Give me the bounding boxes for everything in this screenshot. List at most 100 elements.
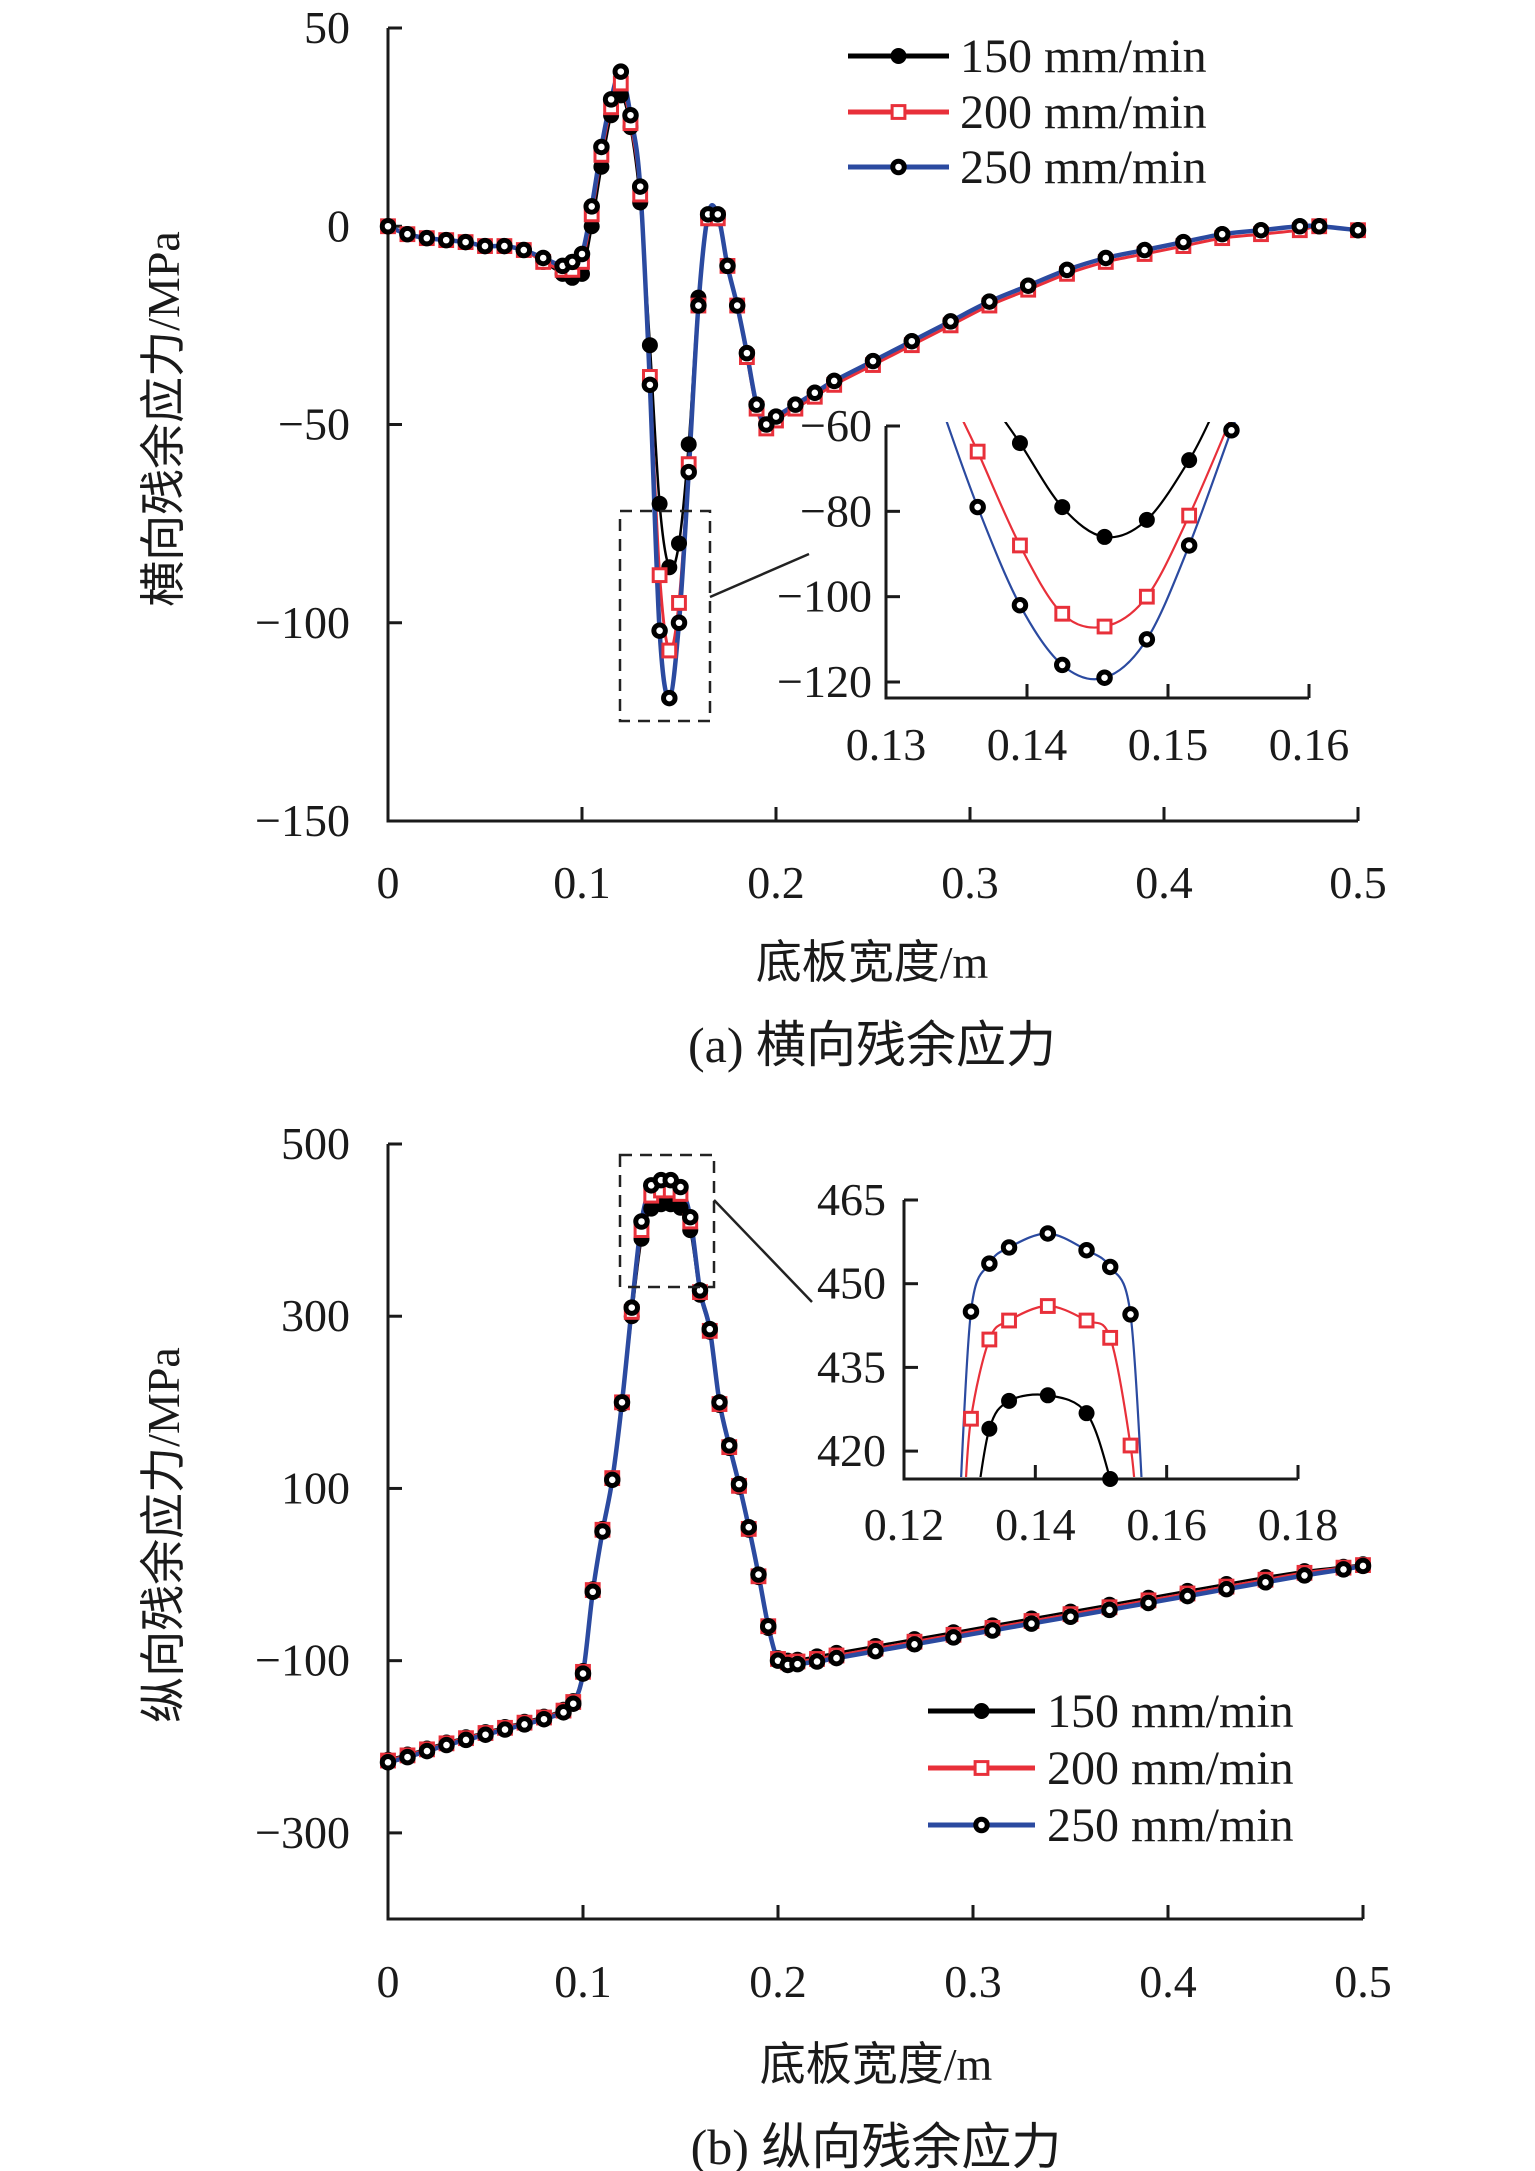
data-point — [701, 1320, 718, 1338]
data-point — [593, 138, 610, 156]
y-tick-label: 100 — [281, 1462, 350, 1513]
series-markers-150 — [380, 87, 1366, 576]
data-point — [555, 1704, 572, 1721]
inset-data-point — [1096, 669, 1113, 686]
data-point — [1218, 1580, 1235, 1598]
inset-data-point — [981, 1420, 998, 1437]
zoom-connector-line — [709, 552, 810, 599]
inset-x-tick-label: 0.16 — [1269, 719, 1350, 770]
zoom-connector-line — [713, 1199, 813, 1303]
inset-x-tick-label: 0.14 — [987, 719, 1068, 770]
inset-y-tick-label: −80 — [800, 485, 872, 536]
inset-data-point — [1096, 618, 1113, 635]
data-point — [738, 344, 756, 362]
inset-data-point — [1138, 588, 1155, 605]
data-point — [728, 297, 746, 314]
data-point — [418, 1742, 436, 1760]
y-tick-label: −50 — [278, 399, 350, 450]
axis-lines — [386, 28, 1358, 823]
inset-data-point — [1039, 1387, 1056, 1404]
data-point — [808, 1653, 826, 1670]
data-point — [760, 1617, 777, 1635]
data-point — [719, 257, 736, 275]
legend-label: 200 mm/min — [1047, 1742, 1294, 1795]
data-point — [379, 1754, 397, 1771]
legend-label: 250 mm/min — [1047, 1799, 1294, 1852]
inset-y-tick-label: −120 — [777, 656, 872, 707]
data-point — [787, 396, 804, 413]
inset-x-tick-label: 0.16 — [1126, 1499, 1207, 1550]
data-point — [438, 1736, 455, 1754]
data-point — [379, 218, 397, 235]
inset-series-markers-250 — [962, 1225, 1139, 1323]
data-point — [721, 1437, 738, 1454]
x-tick-label: 0 — [377, 1956, 400, 2007]
legend-marker-200 — [890, 104, 907, 120]
chart-transverse-stress: 50 0 −50 −100 −150 0 0.1 0.2 0.3 0.4 0.5 −60 −80 −100… — [138, 2, 1387, 1073]
inset-data-point — [1012, 537, 1028, 554]
inset-y-tick-label: −100 — [777, 571, 872, 622]
data-point — [399, 1748, 416, 1766]
inset-data-point — [1001, 1312, 1017, 1329]
legend-label: 250 mm/min — [960, 141, 1207, 194]
inset-data-point — [1181, 452, 1198, 469]
data-point — [981, 293, 998, 310]
x-tick-label: 0.2 — [749, 1956, 807, 2007]
data-point — [1296, 1567, 1313, 1584]
data-point — [477, 1726, 494, 1743]
data-point — [671, 595, 687, 611]
zoom-region-box — [618, 1153, 716, 1289]
data-point — [1062, 1608, 1079, 1625]
data-point — [748, 396, 765, 413]
data-point — [437, 231, 455, 249]
x-axis-label: 底板宽度/m — [756, 937, 989, 988]
data-point — [1023, 1615, 1040, 1632]
inset-x-tick-label: 0.12 — [864, 1499, 945, 1550]
inset-data-point — [1011, 596, 1029, 614]
inset-data-point — [1039, 1298, 1056, 1314]
x-tick-label: 0.1 — [553, 857, 611, 908]
inset-data-point — [1078, 1312, 1095, 1329]
inset-data-point — [1054, 499, 1071, 516]
data-point — [984, 1622, 1001, 1639]
inset-y-tick-label: −60 — [800, 400, 872, 451]
inset-data-point — [1223, 422, 1240, 439]
data-point — [633, 1213, 650, 1230]
inset-data-point — [1181, 507, 1198, 524]
inset-data-point — [1180, 537, 1198, 554]
inset-series-markers-250 — [969, 422, 1240, 686]
data-point — [476, 237, 494, 255]
data-point — [1179, 1587, 1196, 1605]
data-point — [583, 198, 600, 215]
inset-series-markers-150 — [1011, 435, 1198, 545]
data-point — [690, 297, 707, 314]
inset-data-point — [981, 1255, 998, 1272]
data-point — [906, 1636, 923, 1653]
data-point — [651, 622, 668, 639]
data-point — [534, 249, 552, 267]
inset-x-tick-label: 0.15 — [1128, 719, 1209, 770]
y-tick-label: −150 — [255, 795, 350, 846]
figure-caption: (a) 横向残余应力 — [688, 1017, 1056, 1073]
data-point — [1140, 1594, 1157, 1612]
inset-data-point — [1054, 605, 1071, 622]
y-tick-label: 300 — [281, 1290, 350, 1341]
inset-axis-lines — [884, 426, 1309, 700]
inset-series-markers-200 — [969, 443, 1198, 635]
x-tick-label: 0.2 — [747, 857, 805, 908]
x-tick-label: 0.3 — [944, 1956, 1002, 2007]
legend-marker-250 — [890, 158, 907, 176]
inset-data-point — [1138, 631, 1156, 648]
inset-data-point — [1102, 1329, 1119, 1346]
inset-data-point — [1078, 1405, 1095, 1422]
data-point — [1257, 1574, 1274, 1591]
y-tick-label: 50 — [304, 2, 350, 53]
inset-data-point — [1000, 1239, 1018, 1256]
inset-y-tick-label: 420 — [817, 1425, 886, 1476]
data-point — [1175, 233, 1192, 251]
data-point — [613, 1394, 631, 1411]
inset-series-line-150 — [1003, 422, 1211, 539]
x-tick-label: 0.5 — [1334, 1956, 1392, 2007]
inset-x-tick-label: 0.14 — [995, 1499, 1076, 1550]
data-point — [867, 1642, 884, 1660]
